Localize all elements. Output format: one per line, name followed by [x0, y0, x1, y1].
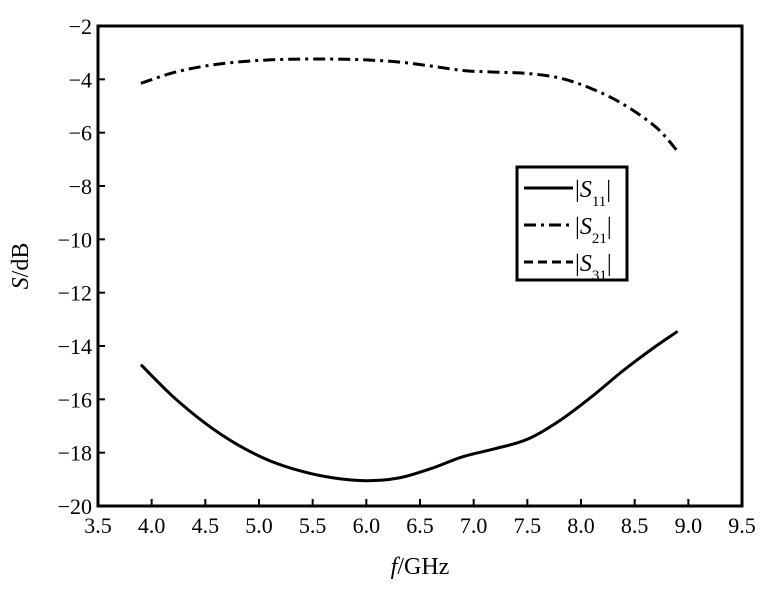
x-axis-label: f/GHz [391, 554, 450, 580]
y-tick-label: −6 [69, 121, 92, 146]
x-tick-label: 4.0 [138, 513, 166, 538]
y-tick-label: −12 [58, 281, 92, 306]
y-tick-label: −4 [69, 67, 92, 92]
y-axis-label-unit: /dB [8, 243, 34, 278]
y-tick-label: −18 [58, 441, 92, 466]
x-tick-label: 7.0 [460, 513, 488, 538]
x-tick-label: 9.5 [728, 513, 756, 538]
x-axis-label-italic: f [391, 554, 401, 580]
x-axis-label-unit: /GHz [397, 554, 449, 580]
y-tick-label: −10 [58, 227, 92, 252]
x-tick-label: 3.5 [84, 513, 112, 538]
series-lines [139, 57, 679, 483]
x-tick-label: 7.5 [514, 513, 542, 538]
plot-frame [96, 24, 744, 508]
x-tick-label: 6.5 [406, 513, 434, 538]
y-axis-label: S/dB [8, 243, 34, 290]
y-tick-label: −2 [69, 14, 92, 39]
y-tick-label: −20 [58, 494, 92, 519]
legend: |S11| |S21| |S31| [515, 165, 629, 284]
y-axis-label-italic: S [8, 277, 34, 289]
x-axis-ticks: 3.5 4.0 4.5 5.0 5.5 6.0 6.5 7.0 7.5 8.0 8.5 9.0 9.5 [84, 499, 756, 538]
x-tick-label: 8.5 [621, 513, 649, 538]
x-tick-label: 8.0 [567, 513, 595, 538]
legend-items: |S11| |S21| |S31| [524, 177, 612, 284]
y-tick-label: −8 [69, 174, 92, 199]
legend-label: |S31| [575, 251, 612, 284]
legend-label: |S11| [575, 177, 611, 210]
x-tick-label: 5.5 [299, 513, 327, 538]
x-tick-label: 6.0 [353, 513, 381, 538]
legend-label: |S21| [575, 214, 612, 247]
x-tick-label: 9.0 [675, 513, 703, 538]
x-tick-label: 4.5 [192, 513, 220, 538]
y-tick-label: −14 [58, 334, 92, 359]
y-tick-label: −16 [58, 387, 92, 412]
series-line-2 [140, 57, 679, 153]
y-axis-ticks: −20 −18 −16 −14 −12 −10 −8 −6 −4 −2 [58, 14, 105, 519]
series-line-1 [139, 330, 679, 483]
x-tick-label: 5.0 [245, 513, 273, 538]
